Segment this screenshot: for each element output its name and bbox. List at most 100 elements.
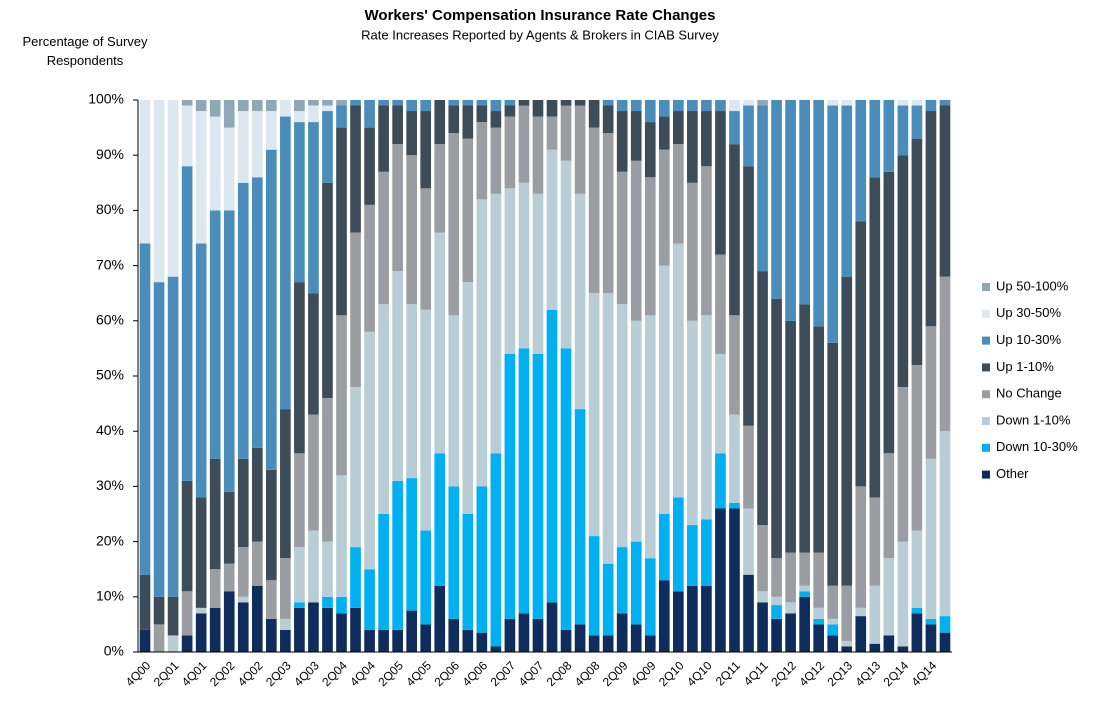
x-tick-label: 2Q06 — [431, 658, 462, 689]
bar-segment — [672, 497, 684, 592]
bar-segment — [504, 353, 516, 619]
bar-segment — [630, 111, 642, 161]
y-tick-label: 60% — [96, 312, 124, 328]
bar-segment — [504, 100, 516, 106]
bar-segment — [350, 100, 361, 106]
bar-segment — [209, 569, 221, 608]
bar-segment — [939, 616, 951, 633]
bar-segment — [546, 602, 558, 652]
bar-segment — [420, 100, 432, 112]
x-tick-label: 4Q05 — [403, 658, 434, 689]
legend-swatch — [982, 336, 990, 345]
bar-segment — [869, 100, 881, 178]
bar-segment — [223, 491, 235, 564]
bar-segment — [336, 596, 347, 614]
bar-segment — [644, 122, 656, 178]
y-tick-label: 40% — [96, 422, 124, 438]
legend-label: Up 50-100% — [996, 278, 1069, 293]
bar-segment — [715, 508, 726, 652]
bar-segment — [672, 243, 684, 498]
bar-segment — [280, 116, 291, 410]
bar-segment — [420, 530, 432, 625]
x-tick-label: 2Q07 — [488, 658, 519, 689]
bar-segment — [153, 100, 165, 283]
bar-segment — [181, 105, 193, 167]
bar-segment — [378, 100, 389, 106]
bar-segment — [658, 149, 670, 266]
bar-segment — [209, 116, 221, 211]
bar-segment — [448, 105, 460, 134]
bar-segment — [701, 315, 712, 520]
bar-segment — [743, 508, 754, 575]
bar-segment — [616, 613, 628, 652]
bar-segment — [504, 116, 516, 189]
bar-segment — [322, 182, 333, 399]
bar-segment — [532, 353, 544, 619]
bar-segment — [546, 309, 558, 603]
bar-segment — [939, 632, 951, 652]
bar-segment — [911, 138, 923, 365]
bar-segment — [237, 100, 249, 112]
x-tick-label: 4Q09 — [628, 658, 659, 689]
bar-segment — [588, 100, 600, 128]
bar-segment — [350, 105, 361, 233]
bar-segment — [785, 320, 796, 553]
bar-segment — [434, 100, 446, 145]
x-tick-label: 4Q00 — [123, 658, 154, 689]
bar-segment — [195, 100, 207, 112]
bar-segment — [602, 105, 614, 134]
bar-segment — [237, 458, 249, 548]
bar-segment — [420, 624, 432, 652]
bar-segment — [308, 105, 319, 123]
bar-segment — [644, 177, 656, 316]
bar-segment — [687, 111, 698, 183]
bar-segment — [827, 585, 839, 619]
legend-swatch — [982, 283, 990, 291]
bar-segment — [771, 298, 782, 559]
bar-segment — [841, 640, 853, 647]
bar-segment — [265, 100, 277, 112]
bar-segment — [574, 100, 586, 106]
bar-segment — [195, 607, 207, 614]
bar-segment — [911, 105, 923, 139]
bar-segment — [630, 624, 642, 652]
bar-segment — [743, 105, 754, 167]
bar-segment — [729, 315, 740, 415]
bar-segment — [869, 177, 881, 498]
x-tick-label: 2Q14 — [881, 658, 912, 689]
legend-label: Up 30-50% — [996, 305, 1061, 320]
legend-swatch — [982, 417, 990, 425]
bar-segment — [925, 458, 937, 619]
y-tick-label: 100% — [88, 91, 124, 107]
bar-segment — [251, 585, 263, 652]
bar-segment — [813, 100, 825, 327]
legend-swatch — [982, 470, 990, 479]
bar-segment — [658, 116, 670, 150]
bar-segment — [209, 100, 221, 117]
bar-segment — [462, 100, 474, 106]
bar-segment — [827, 100, 839, 106]
bar-segment — [616, 171, 628, 305]
bar-segment — [771, 100, 782, 299]
x-tick-label: 2Q02 — [207, 658, 238, 689]
bar-segment — [672, 111, 684, 145]
x-tick-label: 2Q05 — [375, 658, 406, 689]
bar-segment — [490, 453, 502, 647]
bar-segment — [771, 596, 782, 606]
bar-segment — [883, 635, 895, 652]
bar-segment — [939, 276, 951, 432]
bar-segment — [294, 282, 305, 454]
bar-segment — [251, 177, 263, 448]
bar-segment — [701, 166, 712, 316]
bar-segment — [336, 100, 347, 106]
bar-segment — [476, 632, 488, 652]
bar-segment — [771, 618, 782, 652]
bar-segment — [911, 613, 923, 652]
bar-segment — [771, 558, 782, 597]
legend-label: Other — [996, 466, 1029, 481]
x-tick-label: 2Q08 — [544, 658, 575, 689]
bar-segment — [757, 602, 768, 652]
legend-label: Down 1-10% — [996, 412, 1071, 427]
bar-segment — [350, 547, 361, 608]
x-tick-label: 4Q11 — [741, 658, 771, 688]
